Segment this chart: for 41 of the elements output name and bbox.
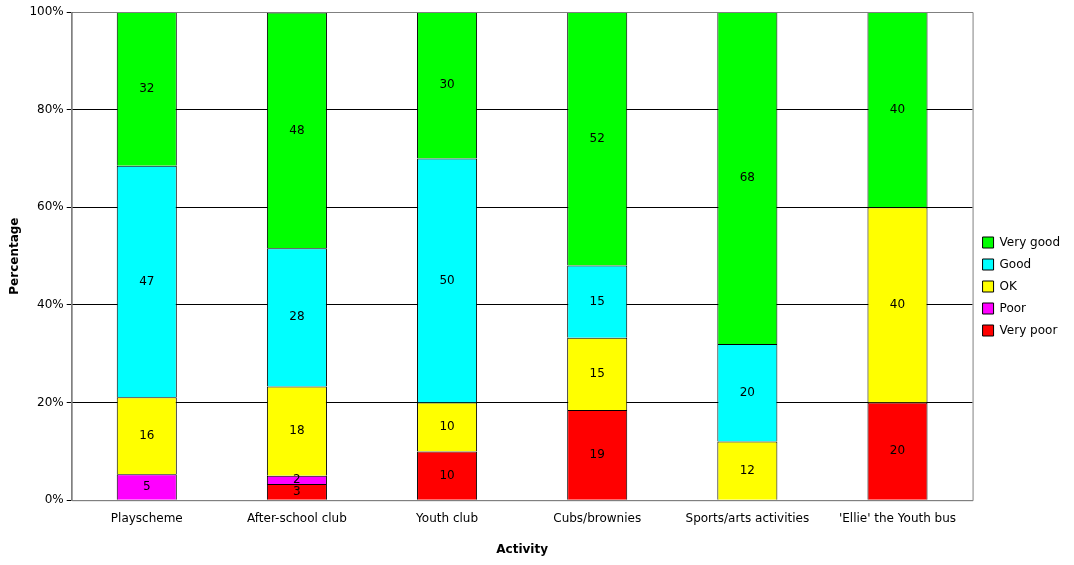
y-tick-label: 40% [37,297,64,312]
y-axis-title: Percentage [7,217,22,295]
data-label: 20 [739,384,755,399]
x-tick-label: After-school club [247,510,347,525]
x-tick-label: 'Ellie' the Youth bus [838,510,957,525]
data-label: 12 [739,462,755,477]
data-label: 52 [589,130,605,145]
y-tick-label: 60% [37,199,64,214]
y-tick-label: 0% [44,492,64,507]
x-tick-label: Youth club [415,510,479,525]
legend-label: Poor [999,300,1027,315]
data-label: 18 [289,423,305,438]
data-label: 32 [139,81,155,96]
x-tick-label: Playscheme [110,510,183,525]
data-label: 15 [589,293,605,308]
y-tick-label: 100% [29,4,64,19]
data-label: 28 [289,309,305,324]
data-label: 47 [139,273,155,288]
data-label: 5 [142,479,151,494]
data-label: 15 [589,365,605,380]
data-label: 68 [739,170,755,185]
y-tick-label: 80% [37,101,64,116]
data-label: 19 [589,446,605,461]
data-label: 50 [439,272,455,287]
legend-label: Very good [999,234,1061,249]
legend-label: Very poor [999,322,1058,337]
data-label: 3 [293,484,301,499]
data-label: 16 [139,427,155,442]
data-label: 40 [889,297,906,312]
x-tick-label: Cubs/brownies [553,510,642,525]
x-axis-title: Activity [496,541,549,556]
data-label: 20 [889,443,906,458]
legend-label: Good [999,256,1032,271]
legend-label: OK [999,278,1019,293]
y-tick-label: 20% [37,394,64,409]
data-label: 40 [889,101,906,116]
data-label: 48 [289,122,305,137]
x-tick-label: Sports/arts activities [685,510,810,525]
data-label: 10 [439,467,455,482]
data-label: 10 [439,419,455,434]
data-label: 30 [439,77,455,92]
